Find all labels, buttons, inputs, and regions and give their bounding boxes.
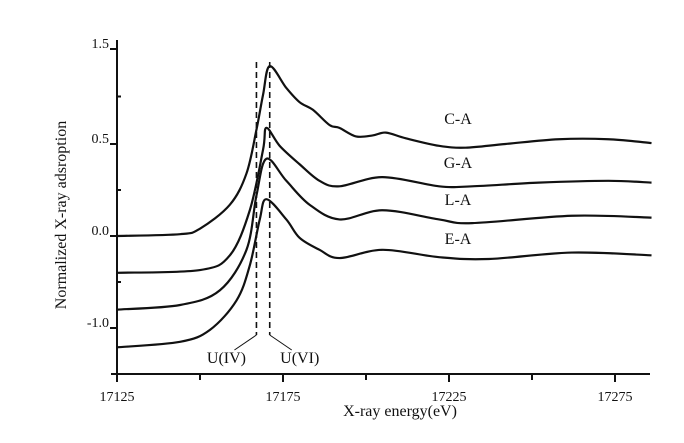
- x-tick-label: 17225: [432, 390, 467, 405]
- annotation-label: U(VI): [280, 350, 319, 367]
- series-g-a-line: [116, 126, 652, 274]
- y-axis-label: Normalized X-ray adsroption: [53, 121, 70, 309]
- y-tick-label: -1.0: [87, 316, 109, 331]
- y-tick-label: 1.5: [92, 37, 110, 52]
- series-label: E-A: [445, 231, 472, 248]
- x-tick-label: 17175: [266, 390, 301, 405]
- series-label: L-A: [445, 192, 472, 209]
- annotation-leader-line: [234, 334, 257, 351]
- curves: C-A G-A L-A E-A: [116, 65, 652, 349]
- series-label: C-A: [444, 111, 472, 128]
- x-tick-label: 17125: [100, 390, 135, 405]
- series-c-a-line: [116, 65, 652, 238]
- annotations: U(IV) U(VI): [207, 62, 319, 367]
- y-tick-label: 0.5: [92, 132, 110, 147]
- axes: 1.5 0.5 0.0 -1.0 17125 17175 17225 17275: [87, 37, 650, 405]
- x-tick-label: 17275: [598, 390, 633, 405]
- annotation-leader-line: [269, 334, 293, 351]
- series-l-a-line: [116, 157, 652, 311]
- annotation-label: U(IV): [207, 350, 246, 367]
- series-label: G-A: [444, 155, 473, 172]
- series-e-a-line: [116, 198, 652, 349]
- x-axis-label: X-ray energy(eV): [343, 403, 457, 420]
- y-tick-label: 0.0: [92, 224, 110, 239]
